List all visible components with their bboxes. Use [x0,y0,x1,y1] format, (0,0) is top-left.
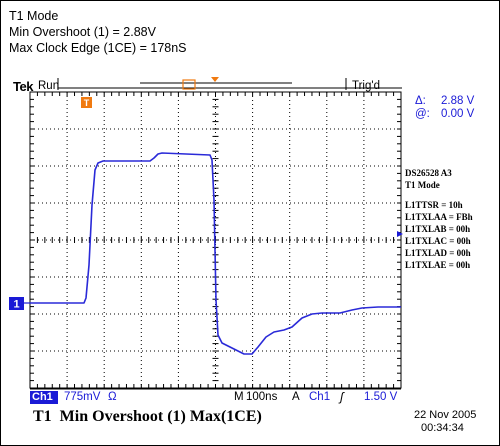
trigger-mode: A [292,391,300,403]
brand-logo: Tek [13,79,33,94]
ch1-tag: Ch1 [32,391,53,403]
caption-overshoot: Min Overshoot (1) = 2.88V [9,25,156,39]
record-window [182,79,196,90]
graticule [29,91,402,389]
device-name: DS26528 A3 [405,168,452,178]
trigger-level-arrow [397,231,403,237]
register-line: L1TXLAE = 00h [405,260,471,270]
timebase-tag: M [234,391,244,403]
register-line: L1TXLAC = 00h [405,236,471,246]
run-state: Run [38,80,60,92]
ch1-tag-bg [30,391,58,404]
trigger-position-marker [211,77,219,82]
delta-value: 2.88 V [441,95,475,107]
ch1-ground-marker: 1 [13,299,19,311]
vertical-scale: 775mV [64,391,101,403]
ohm-icon: Ω [108,391,117,403]
caption-clock-edge: Max Clock Edge (1CE) = 178nS [9,41,187,55]
trigger-channel: Ch1 [309,391,331,403]
register-line: L1TXLAD = 00h [405,248,471,258]
register-line: L1TXLAA = FBh [405,212,473,222]
register-line: L1TXLAB = 00h [405,224,471,234]
ch1-waveform [30,152,401,355]
delta-label: Δ: [415,95,426,107]
device-mode: T1 Mode [405,180,440,190]
trigger-status: Trig'd [352,80,380,92]
caption-mode: T1 Mode [9,9,59,23]
at-value: 0.00 V [441,108,475,120]
trigger-ref-marker-bg [81,97,92,108]
ch1-ground-marker-bg [9,297,24,310]
timebase-value: 100ns [246,391,278,403]
footer-date: 22 Nov 2005 [414,409,477,421]
at-label: @: [415,108,430,120]
trigger-level: 1.50 V [364,391,398,403]
register-line: L1TTSR = 10h [405,200,463,210]
footer-label: T1 Min Overshoot (1) Max(1CE) [33,408,262,425]
trigger-ref-marker: T [84,98,90,108]
footer-time: 00:34:34 [421,422,464,434]
rising-edge-icon: ʃ [340,390,344,404]
